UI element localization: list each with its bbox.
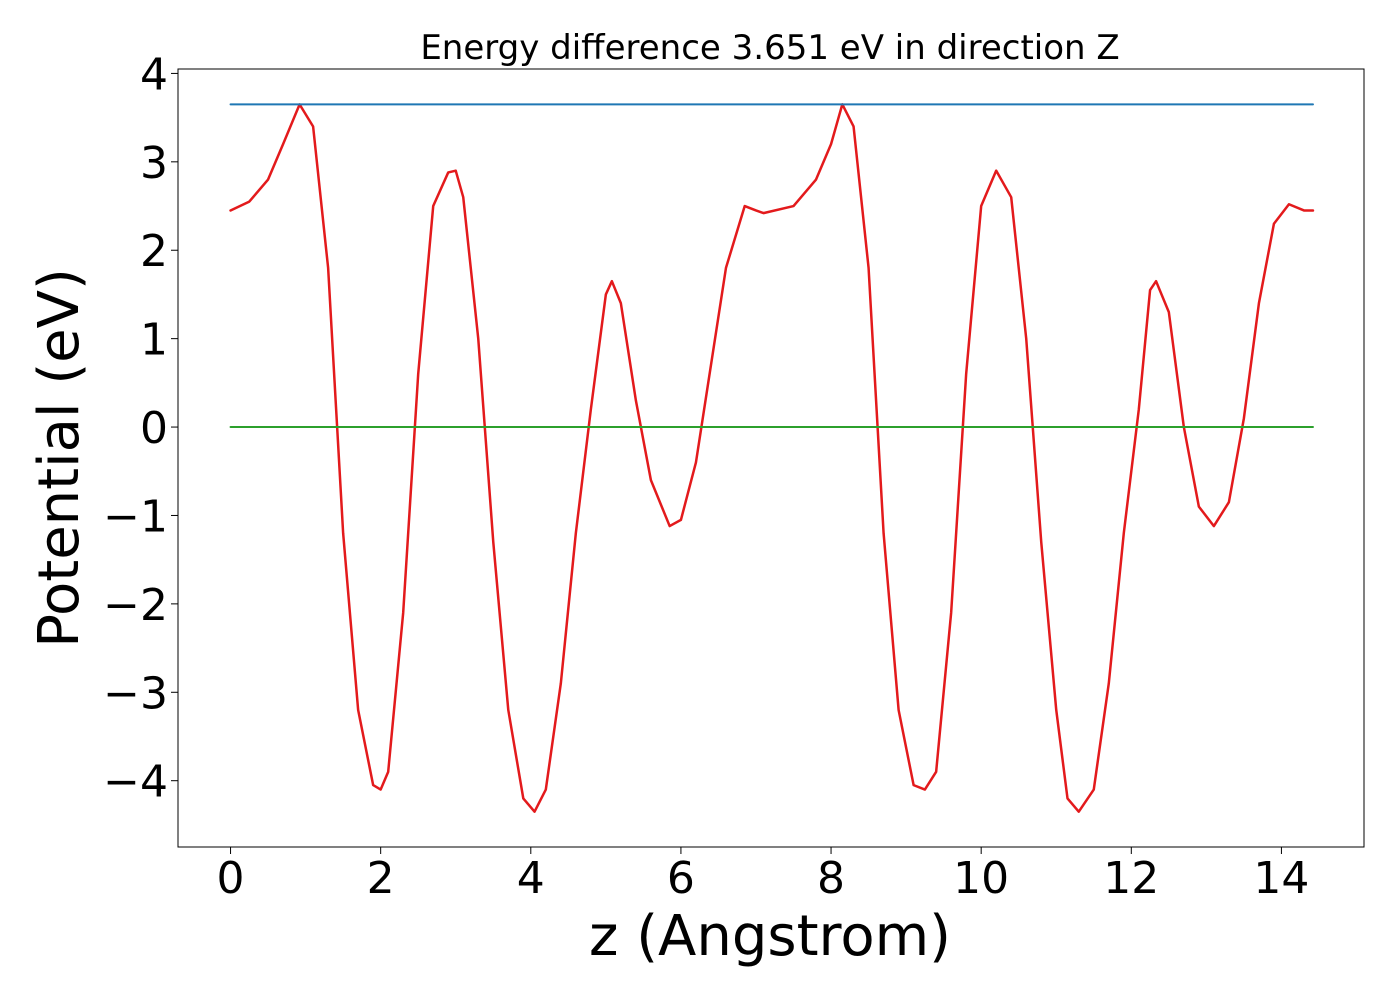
x-tick-label: 4 bbox=[517, 853, 545, 904]
y-tick-label: 3 bbox=[140, 138, 168, 189]
x-tick-label: 6 bbox=[667, 853, 695, 904]
chart-title: Energy difference 3.651 eV in direction … bbox=[420, 28, 1119, 68]
y-tick-label: −2 bbox=[103, 580, 168, 631]
x-tick-label: 2 bbox=[367, 853, 395, 904]
x-tick-label: 0 bbox=[217, 853, 245, 904]
y-tick-label: −4 bbox=[103, 757, 168, 808]
plot-layer bbox=[177, 68, 1365, 848]
y-tick-label: −1 bbox=[103, 491, 168, 542]
x-tick-label: 8 bbox=[817, 853, 845, 904]
x-tick-label: 10 bbox=[953, 853, 1009, 904]
y-tick-label: 2 bbox=[140, 226, 168, 277]
x-axis-ticks: 0 2 4 6 8 10 12 14 bbox=[217, 847, 1309, 904]
plot-frame bbox=[177, 68, 1365, 848]
x-axis-label: z (Angstrom) bbox=[589, 904, 951, 969]
x-tick-label: 12 bbox=[1103, 853, 1159, 904]
y-axis-label: Potential (eV) bbox=[27, 268, 92, 648]
y-tick-label: 1 bbox=[140, 315, 168, 366]
y-tick-label: −3 bbox=[103, 668, 168, 719]
potential-series-line bbox=[229, 103, 1315, 813]
y-tick-label: 0 bbox=[140, 403, 168, 454]
x-tick-label: 14 bbox=[1253, 853, 1309, 904]
y-tick-label: 4 bbox=[140, 49, 168, 100]
y-axis-ticks: −4 −3 −2 −1 0 1 2 3 4 bbox=[103, 49, 178, 808]
